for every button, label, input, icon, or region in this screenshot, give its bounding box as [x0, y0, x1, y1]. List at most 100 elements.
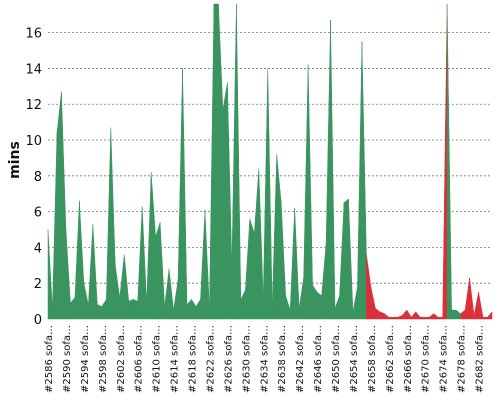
area-series: [47, 3, 493, 320]
y-axis-label: mins: [7, 141, 23, 179]
area-segment-#2672 sofa-framework/sofa: [433, 313, 439, 320]
y-axis-ticks: 0 2 4 6 8 10 12 14 16: [25, 27, 42, 328]
area-segment-#2651 sofa-framework/sofa: [339, 202, 345, 320]
x-tick-label: #2598 sofa…: [98, 325, 109, 393]
area-segment-#2608 sofa-framework/sofa: [146, 172, 152, 320]
area-segment-#2674 sofa-framework/sofa: [442, 3, 448, 320]
area-segment-#2637 sofa-framework/sofa: [276, 154, 282, 320]
area-segment-#2620 sofa-framework/sofa: [200, 209, 206, 320]
area-segment-#2622 sofa-framework/sofa: [209, 3, 215, 320]
area-segment-#2643 sofa-framework/sofa: [303, 64, 309, 320]
area-segment-#2591 sofa-framework/sofa: [70, 296, 76, 320]
y-tick-label: 0: [34, 313, 42, 328]
area-segment-#2614 sofa-framework/sofa: [173, 279, 179, 320]
area-segment-#2670 sofa-framework/sofa: [424, 316, 430, 320]
area-segment-#2658 sofa-framework/sofa: [370, 286, 376, 320]
area-segment-#2646 sofa-framework/sofa: [316, 291, 322, 320]
area-segment-#2657 sofa-framework/sofa: [366, 254, 372, 320]
area-segment-#2676 sofa-framework/sofa: [451, 309, 457, 320]
area-segment-#2664 sofa-framework/sofa: [397, 315, 403, 320]
area-segment-#2595 sofa-framework/sofa: [88, 224, 94, 320]
area-segment-#2629 sofa-framework/sofa: [240, 290, 246, 320]
area-segment-#2659 sofa-framework/sofa: [375, 307, 381, 320]
x-tick-label: #2594 sofa…: [80, 325, 91, 393]
area-segment-#2588 sofa-framework/sofa: [56, 91, 62, 320]
area-segment-#2589 sofa-framework/sofa: [61, 91, 67, 320]
y-tick-label: 4: [34, 241, 42, 256]
area-segment-#2649 sofa-framework/sofa: [330, 20, 336, 320]
area-segment-#2587 sofa-framework/sofa: [52, 132, 58, 320]
area-segment-#2681 sofa-framework/sofa: [473, 292, 479, 320]
area-segment-#2631 sofa-framework/sofa: [249, 218, 255, 320]
x-tick-label: #2670 sofa…: [421, 325, 432, 393]
area-segment-#2645 sofa-framework/sofa: [312, 284, 318, 320]
area-segment-#2593 sofa-framework/sofa: [79, 200, 85, 320]
area-segment-#2660 sofa-framework/sofa: [379, 311, 385, 320]
area-segment-#2628 sofa-framework/sofa: [236, 3, 242, 320]
y-tick-label: 6: [34, 206, 42, 221]
area-segment-#2677 sofa-framework/sofa: [455, 309, 461, 320]
area-segment-#2610 sofa-framework/sofa: [155, 222, 161, 320]
area-segment-#2624 sofa-framework/sofa: [218, 3, 224, 320]
area-segment-#2682 sofa-framework/sofa: [478, 292, 484, 320]
area-segment-#2647 sofa-framework/sofa: [321, 243, 327, 320]
y-tick-label: 16: [25, 27, 42, 42]
area-segment-#2673 sofa-framework/sofa: [437, 316, 443, 320]
area-segment-#2615 sofa-framework/sofa: [177, 68, 183, 320]
area-segment-#2590 sofa-framework/sofa: [65, 229, 71, 320]
x-tick-label: #2678 sofa…: [457, 325, 468, 393]
area-segment-#2655 sofa-framework/sofa: [357, 41, 363, 320]
y-tick-label: 14: [25, 62, 42, 77]
area-segment-#2641 sofa-framework/sofa: [294, 208, 300, 320]
area-segment-#2680 sofa-framework/sofa: [469, 277, 475, 320]
area-segment-#2634 sofa-framework/sofa: [263, 68, 269, 320]
area-segment-#2599 sofa-framework/sofa: [106, 127, 112, 320]
area-segment-#2669 sofa-framework/sofa: [419, 316, 425, 320]
area-segment-#2612 sofa-framework/sofa: [164, 268, 170, 320]
area-segment-#2684 sofa-framework/sofa: [487, 311, 493, 320]
area-segment-#2661 sofa-framework/sofa: [384, 313, 390, 320]
area-segment-#2604 sofa-framework/sofa: [128, 298, 134, 320]
area-segment-#2613 sofa-framework/sofa: [168, 268, 174, 320]
area-segment-#2626 sofa-framework/sofa: [227, 82, 233, 320]
x-tick-label: #2662 sofa…: [385, 325, 396, 393]
area-segment-#2605 sofa-framework/sofa: [132, 298, 138, 320]
y-tick-label: 8: [34, 170, 42, 185]
area-segment-#2606 sofa-framework/sofa: [137, 206, 143, 320]
x-tick-label: #2622 sofa…: [205, 325, 216, 393]
area-segment-#2666 sofa-framework/sofa: [406, 309, 412, 320]
area-segment-#2639 sofa-framework/sofa: [285, 295, 291, 320]
x-tick-label: #2666 sofa…: [403, 325, 414, 393]
area-segment-#2598 sofa-framework/sofa: [101, 298, 107, 320]
area-segment-#2671 sofa-framework/sofa: [428, 313, 434, 320]
x-tick-label: #2646 sofa…: [313, 325, 324, 393]
area-segment-#2594 sofa-framework/sofa: [83, 283, 89, 320]
x-tick-label: #2602 sofa…: [116, 325, 127, 393]
area-segment-#2665 sofa-framework/sofa: [402, 309, 408, 320]
area-segment-#2627 sofa-framework/sofa: [231, 3, 237, 320]
area-segment-#2633 sofa-framework/sofa: [258, 168, 264, 320]
area-segment-#2636 sofa-framework/sofa: [271, 154, 277, 320]
area-segment-#2668 sofa-framework/sofa: [415, 311, 421, 320]
area-segment-#2652 sofa-framework/sofa: [343, 198, 349, 320]
x-tick-label: #2586 sofa…: [44, 325, 55, 393]
x-tick-label: #2626 sofa…: [223, 325, 234, 393]
area-segment-#2597 sofa-framework/sofa: [97, 304, 103, 320]
area-segment-#2667 sofa-framework/sofa: [411, 311, 417, 320]
x-tick-label: #2610 sofa…: [152, 325, 163, 393]
y-tick-label: 10: [25, 134, 42, 149]
y-tick-label: 12: [25, 98, 42, 113]
x-tick-label: #2638 sofa…: [277, 325, 288, 393]
area-segment-#2642 sofa-framework/sofa: [298, 277, 304, 320]
x-tick-label: #2642 sofa…: [295, 325, 306, 393]
area-segment-#2623 sofa-framework/sofa: [213, 3, 219, 320]
x-tick-label: #2590 sofa…: [62, 325, 73, 393]
area-segment-#2679 sofa-framework/sofa: [464, 277, 470, 320]
x-tick-label: #2674 sofa…: [439, 325, 450, 393]
area-segment-#2653 sofa-framework/sofa: [348, 199, 354, 320]
area-segment-#2635 sofa-framework/sofa: [267, 68, 273, 320]
area-segment-#2596 sofa-framework/sofa: [92, 224, 98, 320]
area-segment-#2650 sofa-framework/sofa: [334, 295, 340, 320]
